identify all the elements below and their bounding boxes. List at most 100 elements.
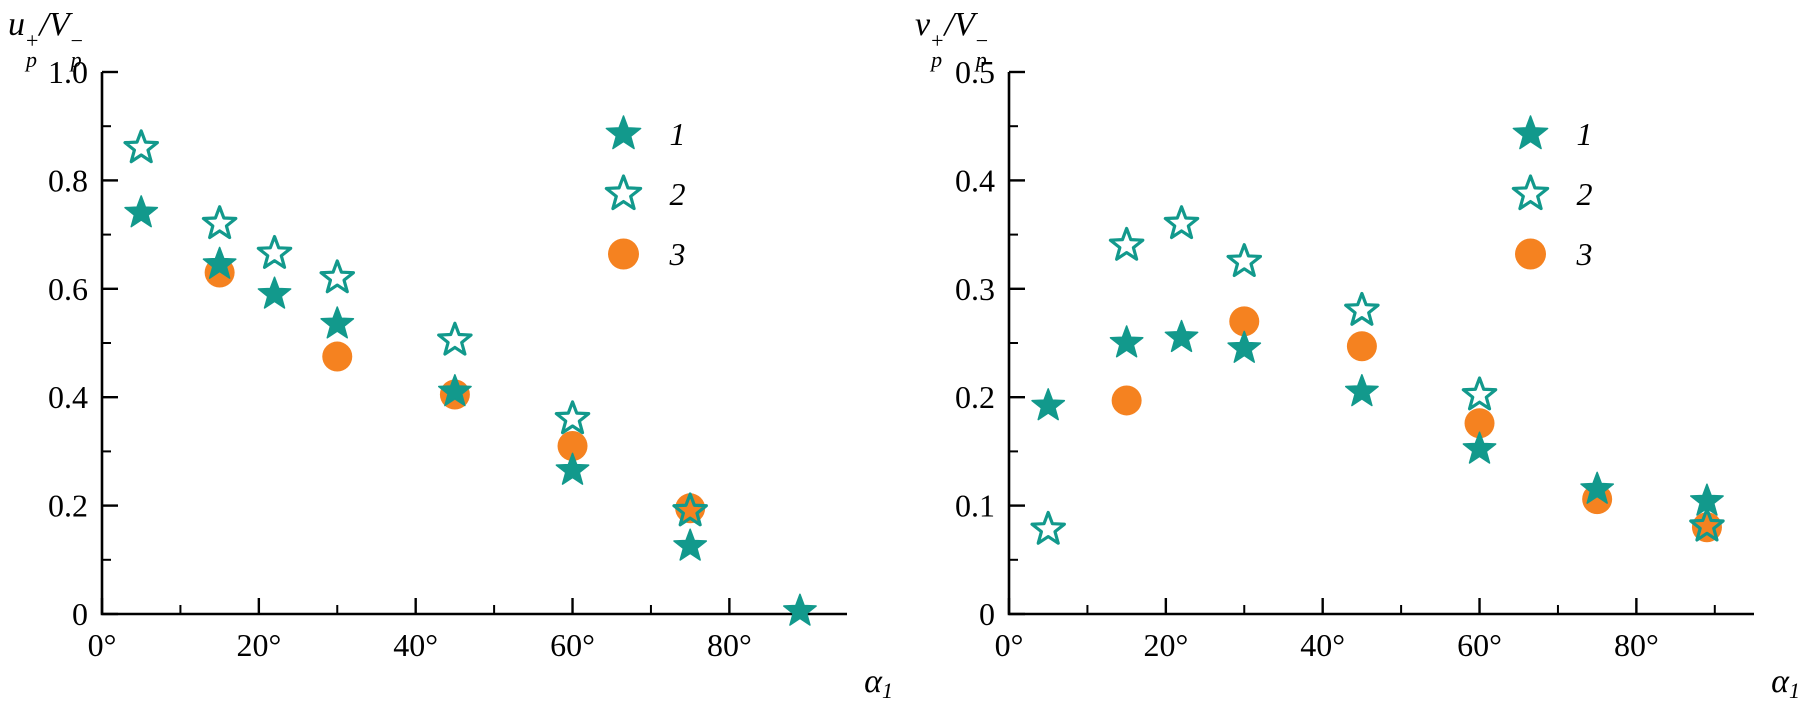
star-open-marker [604, 174, 643, 211]
y-title-supsub: + p [931, 28, 944, 72]
star-filled-marker [124, 195, 159, 228]
series-1 [124, 195, 817, 626]
x-title-sub: 1 [882, 678, 893, 703]
x-tick-label: 20° [236, 627, 281, 663]
legend-label: 2 [1577, 176, 1593, 212]
y-tick-label: 0.5 [955, 54, 995, 90]
y-title-denominator: /V [39, 6, 70, 43]
star-filled-marker [257, 276, 292, 309]
x-title-base: α [864, 663, 882, 700]
series-1 [1031, 319, 1724, 516]
right-chart-canvas: 0° 20° 40° 60° 80° 0 0.1 0.2 0.3 0.4 0.5 1 2 3 [955, 54, 1754, 663]
star-open-marker [201, 205, 238, 240]
x-tick-label: 20° [1143, 627, 1188, 663]
y-title-den-sup: − [975, 28, 989, 53]
circle-marker [608, 238, 639, 270]
left-y-axis-title: u + p/V − p [8, 6, 84, 72]
series-3 [1111, 306, 1722, 543]
series-2 [1030, 205, 1725, 545]
circle-marker [322, 341, 353, 372]
legend-label: 2 [670, 176, 686, 212]
star-open-marker [1030, 510, 1066, 545]
x-tick-label: 60° [1457, 627, 1502, 663]
star-filled-marker [555, 452, 590, 485]
circle-marker [557, 430, 588, 461]
y-title-den-sup: − [70, 28, 84, 53]
left-chart-canvas: 0° 20° 40° 60° 80° 0 0.2 0.4 0.6 0.8 1.0 1 2 3 [48, 54, 847, 663]
y-tick-label: 1.0 [48, 54, 88, 90]
star-filled-marker [320, 306, 355, 339]
star-open-marker [319, 259, 356, 294]
y-title-den-supsub: − p [975, 28, 989, 72]
series-2 [123, 129, 708, 527]
star-open-marker [1226, 243, 1263, 278]
star-open-marker [1344, 291, 1380, 326]
y-tick-label: 0.4 [48, 379, 88, 415]
y-tick-label: 0.6 [48, 271, 88, 307]
x-title-sub: 1 [1789, 678, 1800, 703]
star-filled-marker [1512, 115, 1549, 150]
star-filled-marker [437, 374, 472, 407]
legend-label: 1 [1577, 116, 1593, 152]
y-tick-label: 0 [979, 596, 995, 632]
star-filled-marker [1462, 431, 1497, 464]
legend-label: 3 [1576, 236, 1593, 272]
axes: 0° 20° 40° 60° 80° 0 0.2 0.4 0.6 0.8 1.0 [48, 54, 847, 663]
y-title-sub: p [26, 46, 37, 72]
y-title-den-sub: p [975, 46, 987, 72]
y-title-denominator: /V [944, 6, 975, 43]
y-tick-label: 0.8 [48, 162, 88, 198]
x-tick-label: 0° [995, 627, 1024, 663]
star-filled-marker [1109, 325, 1144, 358]
star-filled-marker [783, 593, 817, 626]
x-title-base: α [1771, 663, 1789, 700]
star-filled-marker [605, 115, 642, 150]
y-title-sup: + [26, 28, 39, 53]
x-tick-label: 60° [550, 627, 595, 663]
star-open-marker [554, 400, 591, 435]
star-open-marker [1108, 226, 1145, 261]
star-open-marker [672, 492, 708, 527]
circle-marker [1515, 238, 1546, 270]
y-title-den-sub: p [70, 46, 82, 72]
y-tick-label: 0.3 [955, 271, 995, 307]
star-filled-marker [1031, 388, 1066, 421]
y-tick-label: 0.1 [955, 488, 995, 524]
star-open-marker [1689, 507, 1725, 542]
circle-marker [1229, 306, 1260, 337]
legend-label: 1 [670, 116, 686, 152]
y-title-supsub: + p [26, 28, 39, 72]
x-tick-label: 0° [88, 627, 117, 663]
x-tick-label: 40° [1300, 627, 1345, 663]
x-tick-label: 80° [707, 627, 752, 663]
star-filled-marker [673, 528, 708, 561]
y-tick-label: 0.2 [48, 488, 88, 524]
star-filled-marker [1164, 319, 1199, 353]
left-chart: u + p/V − p α1 0° 20° 40° 60° 80° 0 0.2 0.4 0.6 0.8 1.… [8, 6, 893, 704]
x-tick-label: 40° [393, 627, 438, 663]
y-title-base: u [8, 6, 25, 43]
y-title-sup: + [931, 28, 944, 53]
right-y-axis-title: v + p/V − p [915, 6, 989, 72]
star-open-marker [1461, 376, 1498, 411]
star-open-marker [123, 129, 159, 164]
y-tick-label: 0.2 [955, 379, 995, 415]
star-filled-marker [1344, 374, 1379, 407]
axis-line [100, 72, 847, 616]
star-open-marker [437, 321, 473, 356]
legend: 1 2 3 [604, 115, 686, 272]
axes: 0° 20° 40° 60° 80° 0 0.1 0.2 0.3 0.4 0.5 [955, 54, 1754, 663]
x-tick-label: 80° [1614, 627, 1659, 663]
circle-marker [1346, 331, 1377, 362]
left-x-axis-title: α1 [864, 663, 893, 704]
y-title-den-supsub: − p [70, 28, 84, 72]
star-open-marker [1511, 174, 1550, 211]
star-filled-marker [1690, 483, 1724, 516]
y-title-sub: p [931, 46, 943, 72]
y-tick-label: 0.4 [955, 162, 995, 198]
circle-marker [1464, 408, 1495, 439]
legend: 1 2 3 [1511, 115, 1593, 272]
star-filled-marker [1227, 330, 1262, 363]
y-title-base: v [915, 6, 931, 43]
